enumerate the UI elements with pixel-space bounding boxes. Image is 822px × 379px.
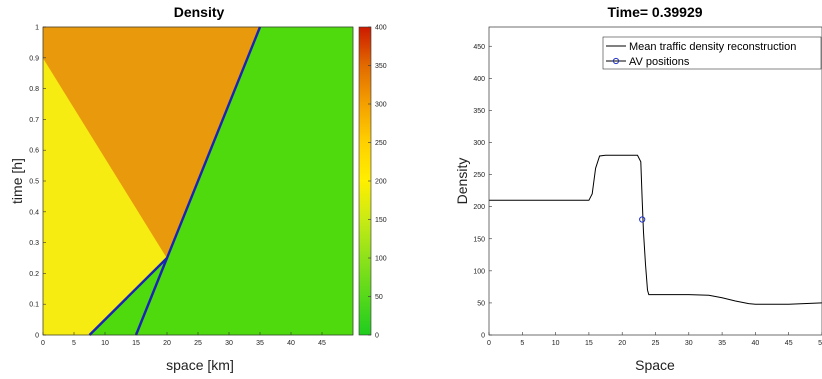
line-y-tick-label: 250 — [473, 172, 485, 179]
line-y-ticks: 0 50 100 150 200 250 300 350 400 450 — [473, 44, 492, 340]
right-chart-title: Time= 0.39929 — [607, 4, 702, 20]
left-y-axis-label: time [h] — [9, 158, 25, 204]
legend: Mean traffic density reconstruction AV p… — [602, 36, 822, 70]
heatmap-y-tick-label: 0.6 — [29, 148, 39, 155]
heatmap-y-tick-label: 0.3 — [29, 240, 39, 247]
colorbar-tick-label: 50 — [375, 294, 383, 301]
colorbar-tick-label: 350 — [375, 63, 387, 70]
right-x-axis-label: Space — [635, 357, 675, 373]
legend-marker-av-positions — [612, 57, 620, 65]
heatmap-x-tick-label: 35 — [256, 340, 264, 347]
line-x-tick-label: 20 — [618, 340, 626, 347]
colorbar-tick-label: 100 — [375, 256, 387, 263]
heatmap-y-tick-label: 0.9 — [29, 55, 39, 62]
line-y-tick-label: 50 — [477, 300, 485, 307]
legend-label-av-positions: AV positions — [629, 56, 690, 68]
line-x-tick-label: 45 — [785, 340, 793, 347]
left-chart-title: Density — [174, 4, 225, 20]
legend-label-mean-density: Mean traffic density reconstruction — [629, 41, 796, 53]
heatmap-y-tick-label: 0.7 — [29, 117, 39, 124]
line-x-tick-label: 5 — [520, 340, 524, 347]
line-x-ticks: 0 5 10 15 20 25 30 35 40 45 50 — [487, 332, 822, 347]
heatmap-x-tick-label: 40 — [287, 340, 295, 347]
heatmap-y-tick-label: 0.5 — [29, 179, 39, 186]
line-x-tick-label: 35 — [718, 340, 726, 347]
heatmap-y-ticks: 0 0.1 0.2 0.3 0.4 0.5 0.6 0.7 0.8 0.9 1 — [29, 25, 46, 340]
colorbar-tick-label: 250 — [375, 140, 387, 147]
heatmap-y-tick-label: 0.1 — [29, 302, 39, 309]
heatmap-x-tick-label: 10 — [101, 340, 109, 347]
colorbar-tick-label: 150 — [375, 217, 387, 224]
legend-box — [602, 36, 822, 70]
line-y-tick-label: 150 — [473, 236, 485, 243]
line-y-tick-label: 400 — [473, 76, 485, 83]
colorbar-ticks: 0 50 100 150 200 250 300 350 400 — [368, 25, 387, 340]
colorbar-tick-label: 0 — [375, 333, 379, 340]
line-x-tick-label: 30 — [685, 340, 693, 347]
heatmap-x-tick-label: 25 — [194, 340, 202, 347]
line-plot-frame — [488, 26, 822, 336]
heatmap-x-tick-label: 20 — [163, 340, 171, 347]
av-trajectory-line-1 — [134, 26, 262, 336]
right-y-axis-label: Density — [454, 158, 470, 205]
av-position-marker — [639, 216, 646, 223]
heatmap-x-tick-label: 15 — [132, 340, 140, 347]
heatmap-trajectories — [88, 26, 262, 336]
heatmap-x-tick-label: 0 — [41, 340, 45, 347]
heatmap-x-tick-label: 45 — [318, 340, 326, 347]
line-y-tick-label: 0 — [481, 333, 485, 340]
left-x-axis-label: space [km] — [166, 357, 234, 373]
heatmap-y-tick-label: 0 — [35, 333, 39, 340]
line-x-tick-label: 10 — [552, 340, 560, 347]
line-y-tick-label: 350 — [473, 108, 485, 115]
heatmap-y-tick-label: 1 — [35, 25, 39, 32]
heatmap-x-tick-label: 30 — [225, 340, 233, 347]
line-x-tick-label: 0 — [487, 340, 491, 347]
heatmap-y-tick-label: 0.8 — [29, 86, 39, 93]
line-y-tick-label: 100 — [473, 268, 485, 275]
line-x-tick-label: 40 — [752, 340, 760, 347]
colorbar-tick-label: 400 — [375, 25, 387, 32]
heatmap-x-ticks: 0 5 10 15 20 25 30 35 40 45 — [41, 332, 326, 347]
density-heatmap-panel: Density 0 5 10 15 20 25 30 35 40 45 00.10.20.30.4… — [9, 4, 387, 373]
line-x-tick-label: 50 — [818, 340, 822, 347]
line-y-tick-label: 450 — [473, 44, 485, 51]
heatmap-x-tick-label: 5 — [72, 340, 76, 347]
line-y-tick-label: 300 — [473, 140, 485, 147]
line-x-tick-label: 25 — [652, 340, 660, 347]
line-y-tick-label: 200 — [473, 204, 485, 211]
av-trajectory-line-0 — [88, 257, 168, 336]
mean-density-line — [489, 154, 822, 305]
heatmap-y-tick-label: 0.4 — [29, 209, 39, 216]
line-x-tick-label: 15 — [585, 340, 593, 347]
colorbar-tick-label: 300 — [375, 102, 387, 109]
heatmap-y-tick-label: 0.2 — [29, 271, 39, 278]
line-plot-content — [489, 154, 822, 305]
colorbar-tick-label: 200 — [375, 179, 387, 186]
density-profile-panel: Time= 0.39929 0 5 10 15 20 25 30 35 40 45 50 0 50 10… — [454, 4, 822, 373]
